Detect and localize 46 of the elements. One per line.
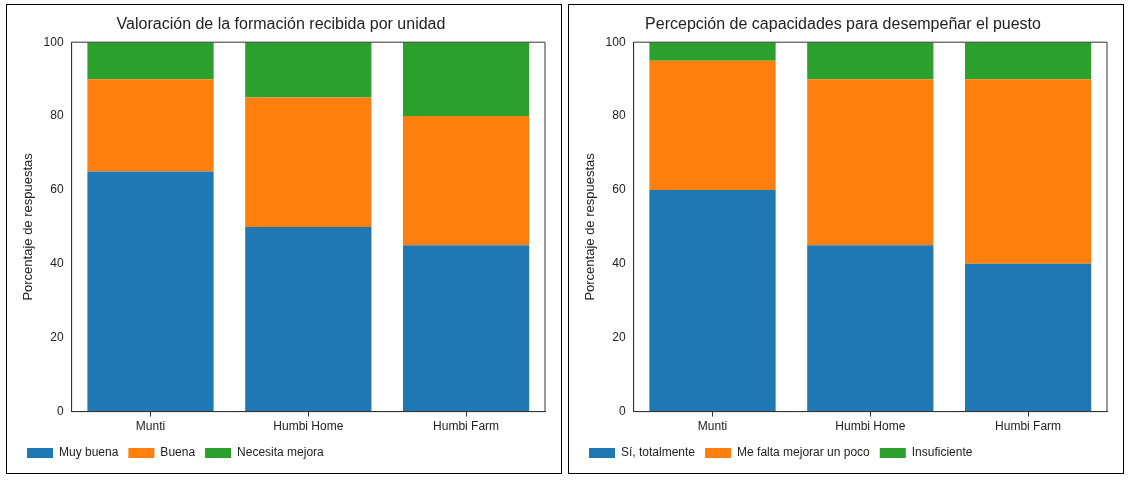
legend-label: Buena bbox=[160, 445, 196, 460]
y-tick-label: 100 bbox=[43, 34, 64, 49]
legend-label: Sí, totalmente bbox=[621, 445, 696, 460]
y-tick-label: 100 bbox=[605, 34, 626, 49]
bar bbox=[245, 97, 372, 227]
x-tick-label: Humbi Home bbox=[273, 419, 344, 434]
y-tick-label: 0 bbox=[618, 403, 626, 418]
x-tick-label: Humbi Farm bbox=[995, 419, 1062, 434]
bar bbox=[964, 79, 1092, 264]
chart-title: Percepción de capacidades para desempeñar el puesto bbox=[645, 15, 1042, 33]
x-tick-label: Humbi Home bbox=[835, 419, 906, 434]
bar bbox=[245, 42, 372, 98]
y-tick-label: 20 bbox=[50, 330, 64, 345]
bar bbox=[807, 42, 934, 80]
y-tick-label: 0 bbox=[56, 403, 64, 418]
y-tick-label: 60 bbox=[50, 182, 64, 197]
legend-label: Necesita mejora bbox=[237, 445, 325, 460]
bar bbox=[87, 171, 214, 412]
y-tick-label: 40 bbox=[612, 256, 626, 271]
y-tick-label: 60 bbox=[612, 182, 626, 197]
x-tick-label: Munti bbox=[697, 419, 728, 434]
x-tick-label: Munti bbox=[135, 419, 166, 434]
y-tick-label: 40 bbox=[50, 256, 64, 271]
bar bbox=[87, 42, 214, 80]
bar bbox=[964, 42, 1092, 80]
y-axis-title: Porcentaje de respuestas bbox=[582, 152, 598, 301]
bar bbox=[964, 263, 1092, 412]
bar bbox=[807, 245, 934, 412]
bar bbox=[649, 42, 776, 61]
bar bbox=[807, 79, 934, 246]
bar bbox=[245, 226, 372, 412]
y-tick-label: 80 bbox=[50, 108, 64, 123]
y-tick-label: 20 bbox=[612, 330, 626, 345]
bar bbox=[649, 60, 776, 190]
bar bbox=[402, 116, 530, 246]
y-tick-label: 80 bbox=[612, 108, 626, 123]
y-axis-title: Porcentaje de respuestas bbox=[20, 152, 36, 301]
legend-label: Muy buena bbox=[59, 445, 119, 460]
bar bbox=[402, 42, 530, 117]
legend-label: Me falta mejorar un poco bbox=[737, 445, 871, 460]
chart-title: Valoración de la formación recibida por unidad bbox=[116, 15, 446, 33]
bar bbox=[649, 189, 776, 412]
x-tick-label: Humbi Farm bbox=[433, 419, 500, 434]
bar bbox=[87, 79, 214, 172]
bar bbox=[402, 245, 530, 412]
legend-label: Insuficiente bbox=[911, 445, 973, 460]
